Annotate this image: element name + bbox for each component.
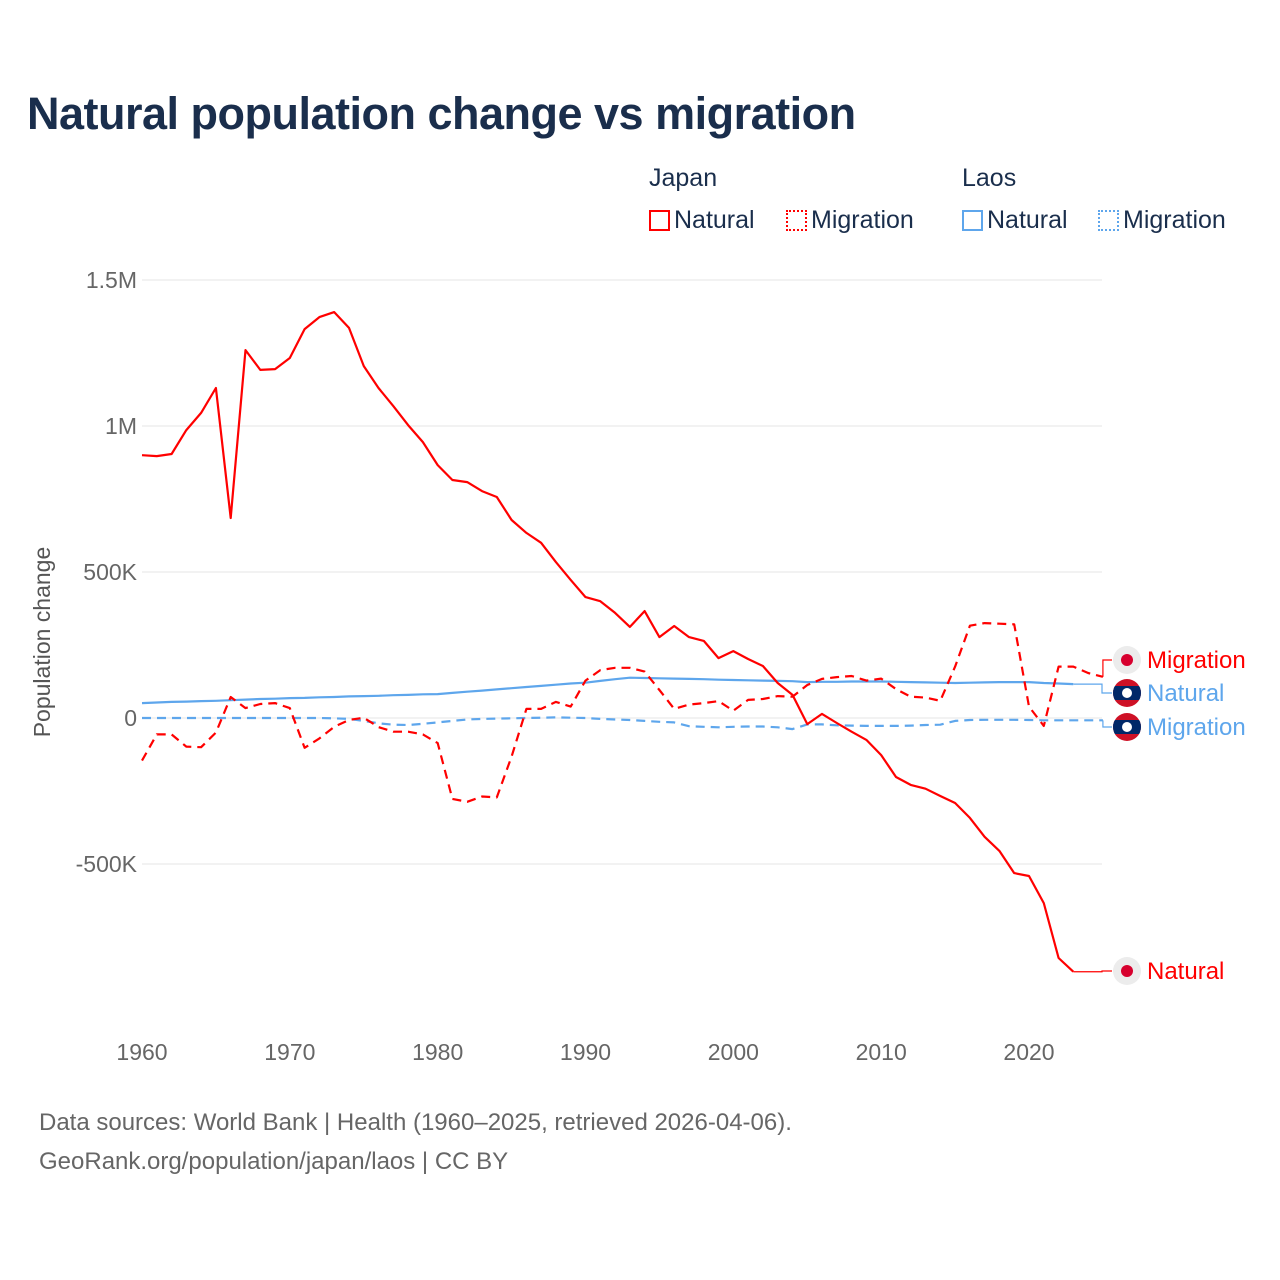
x-tick-label: 1980	[412, 1039, 463, 1065]
flag-sun	[1121, 965, 1133, 977]
legend-swatch-solid	[649, 210, 670, 231]
legend-group-laos: Laos	[962, 164, 1017, 192]
legend-label: Natural	[674, 206, 755, 234]
y-tick-label: 500K	[83, 559, 137, 585]
japan-flag-icon	[1113, 646, 1141, 674]
label-leader-line	[1102, 659, 1112, 677]
end-label-japan-natural: Natural	[1147, 958, 1224, 985]
y-tick-label: -500K	[76, 851, 138, 877]
legend-swatch-dotted	[786, 210, 807, 231]
series-line-japan-natural	[141, 311, 1075, 973]
y-tick-label: 1M	[105, 413, 137, 439]
japan-flag-icon	[1113, 957, 1141, 985]
series-line-laos-natural	[141, 676, 1074, 705]
x-tick-label: 2000	[708, 1039, 759, 1065]
legend-japan-migration[interactable]: Migration	[786, 206, 914, 235]
legend-label: Migration	[811, 206, 914, 234]
legend-japan-natural[interactable]: Natural	[649, 206, 755, 235]
legend-laos-migration[interactable]: Migration	[1098, 206, 1226, 235]
y-tick-label: 0	[124, 705, 137, 731]
label-leader-line	[1073, 970, 1112, 973]
x-tick-label: 1960	[116, 1039, 167, 1065]
x-tick-label: 2020	[1003, 1039, 1054, 1065]
end-label-laos-migration: Migration	[1147, 714, 1246, 741]
legend-label: Migration	[1123, 206, 1226, 234]
x-tick-label: 1970	[264, 1039, 315, 1065]
source-line-1: Data sources: World Bank | Health (1960–…	[39, 1109, 792, 1136]
flag-moon	[1122, 688, 1132, 698]
laos-flag-icon	[1113, 679, 1141, 707]
series-line-laos-migration	[142, 716, 1103, 731]
source-line-2[interactable]: GeoRank.org/population/japan/laos | CC B…	[39, 1148, 509, 1175]
y-tick-label: 1.5M	[86, 267, 137, 293]
chart-title: Natural population change vs migration	[27, 88, 856, 139]
flag-sun	[1121, 654, 1133, 666]
end-label-japan-migration: Migration	[1147, 647, 1246, 674]
legend-group-japan: Japan	[649, 164, 718, 192]
x-tick-label: 1990	[560, 1039, 611, 1065]
laos-flag-icon	[1113, 713, 1141, 741]
label-leader-line	[1102, 720, 1112, 728]
end-label-laos-natural: Natural	[1147, 680, 1224, 707]
legend-swatch-dotted	[1098, 210, 1119, 231]
legend-swatch-solid	[962, 210, 983, 231]
legend-label: Natural	[987, 206, 1068, 234]
label-leader-line	[1073, 683, 1112, 694]
series-line-japan-migration	[141, 621, 1104, 803]
x-tick-label: 2010	[856, 1039, 907, 1065]
flag-moon	[1122, 722, 1132, 732]
legend-laos-natural[interactable]: Natural	[962, 206, 1068, 235]
y-axis-label: Population change	[29, 547, 55, 738]
